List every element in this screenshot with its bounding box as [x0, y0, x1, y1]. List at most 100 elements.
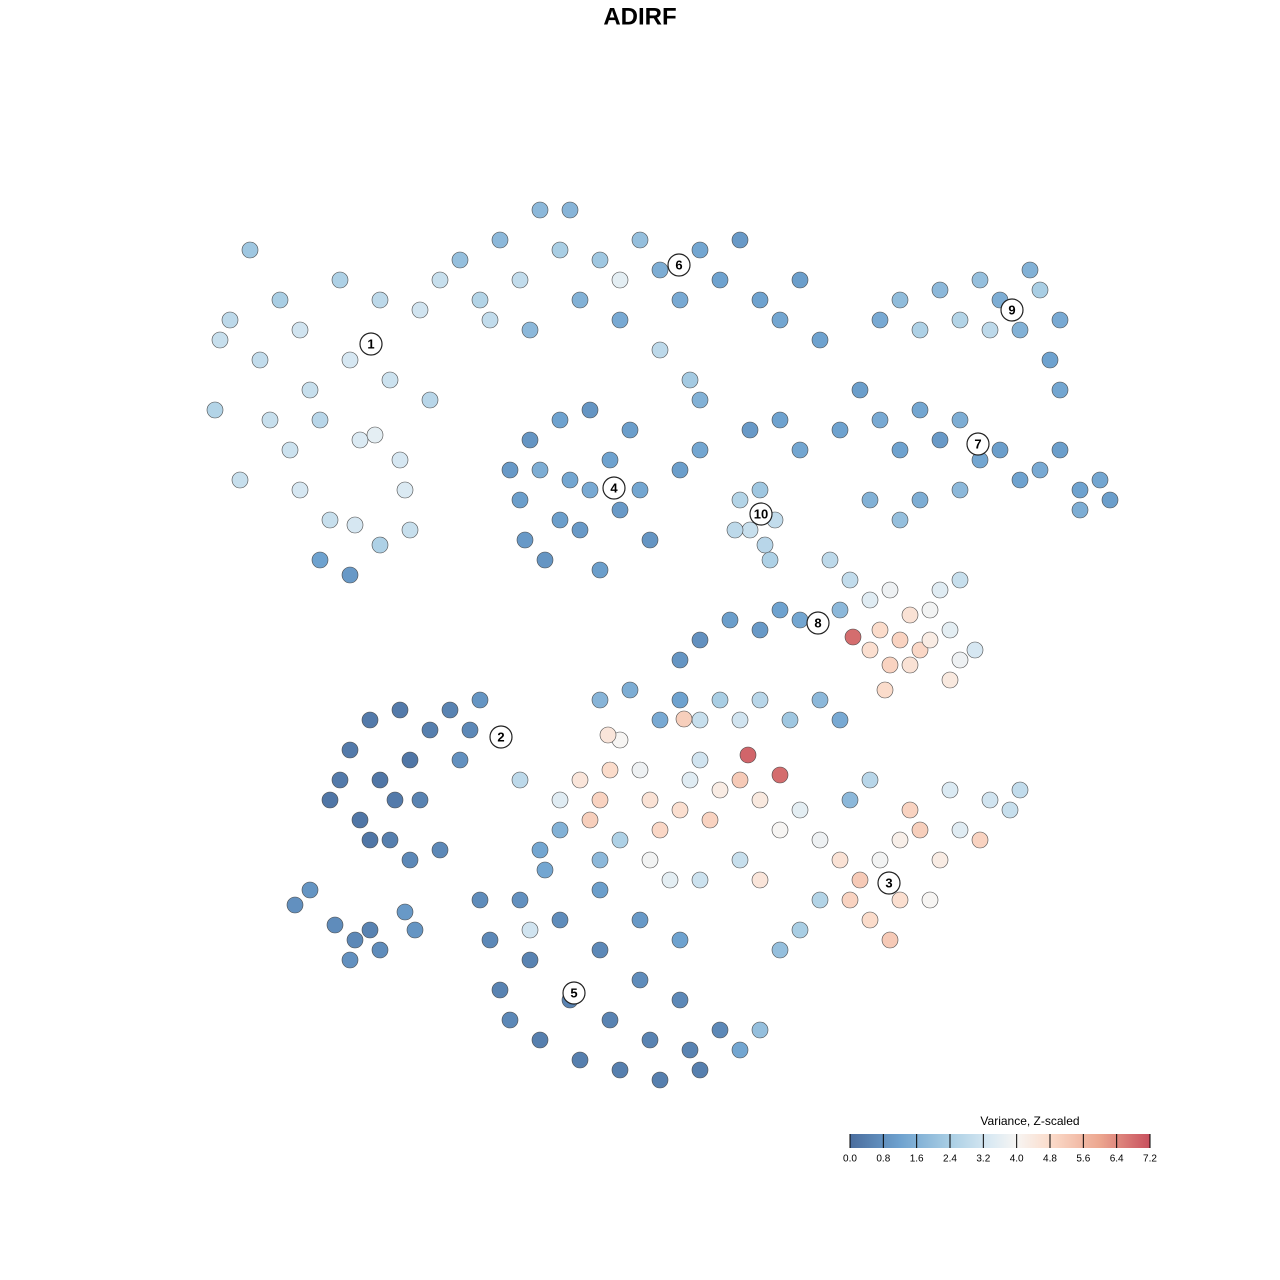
- point: [675, 710, 693, 728]
- cluster-labels: 1 2 3 4 5 6 7 8 9 10: [359, 253, 1024, 1005]
- point: [551, 411, 569, 429]
- point: [881, 656, 899, 674]
- point: [771, 411, 789, 429]
- point: [581, 401, 599, 419]
- colorbar-tick-label: 4.0: [1010, 1154, 1024, 1165]
- cluster-label: 7: [974, 436, 981, 451]
- point: [631, 481, 649, 499]
- point: [671, 461, 689, 479]
- cluster-label: 4: [610, 480, 618, 495]
- point: [571, 771, 589, 789]
- point: [431, 841, 449, 859]
- point: [451, 751, 469, 769]
- point: [551, 241, 569, 259]
- point: [341, 741, 359, 759]
- point: [691, 391, 709, 409]
- point: [431, 271, 449, 289]
- point: [591, 251, 609, 269]
- point: [731, 711, 749, 729]
- point: [351, 811, 369, 829]
- cluster-badge: [602, 476, 626, 500]
- point: [611, 271, 629, 289]
- point: [326, 916, 344, 934]
- point: [341, 951, 359, 969]
- colorbar-tick-label: 4.8: [1043, 1154, 1057, 1165]
- point: [726, 521, 744, 539]
- point: [521, 951, 539, 969]
- point: [261, 411, 279, 429]
- point: [331, 271, 349, 289]
- point: [521, 321, 539, 339]
- point: [381, 831, 399, 849]
- point: [536, 551, 554, 569]
- point: [831, 421, 849, 439]
- point: [591, 691, 609, 709]
- point: [1041, 351, 1059, 369]
- colorbar-tick-label: 1.6: [910, 1154, 924, 1165]
- point: [681, 771, 699, 789]
- point: [861, 911, 879, 929]
- point: [951, 481, 969, 499]
- point: [781, 711, 799, 729]
- point: [851, 871, 869, 889]
- point: [351, 431, 369, 449]
- point: [551, 821, 569, 839]
- point: [491, 981, 509, 999]
- point: [791, 801, 809, 819]
- point: [731, 491, 749, 509]
- point: [511, 491, 529, 509]
- point: [611, 831, 629, 849]
- point: [411, 791, 429, 809]
- point: [421, 721, 439, 739]
- point: [651, 821, 669, 839]
- point: [641, 531, 659, 549]
- cluster-label: 10: [754, 506, 768, 521]
- point: [771, 601, 789, 619]
- point: [531, 841, 549, 859]
- point: [761, 551, 779, 569]
- point: [631, 971, 649, 989]
- point: [611, 311, 629, 329]
- point: [521, 921, 539, 939]
- point: [941, 671, 959, 689]
- point: [361, 831, 379, 849]
- point: [739, 746, 757, 764]
- point: [891, 511, 909, 529]
- point: [691, 1061, 709, 1079]
- point: [891, 441, 909, 459]
- cluster-label: 6: [675, 257, 682, 272]
- point: [221, 311, 239, 329]
- point: [771, 941, 789, 959]
- point: [671, 651, 689, 669]
- point: [1071, 501, 1089, 519]
- point: [871, 311, 889, 329]
- point: [366, 426, 384, 444]
- point: [931, 281, 949, 299]
- cluster-label: 2: [497, 729, 504, 744]
- point: [501, 461, 519, 479]
- point: [711, 781, 729, 799]
- cluster-badge: [667, 253, 691, 277]
- point: [951, 651, 969, 669]
- point: [251, 351, 269, 369]
- point: [861, 491, 879, 509]
- point: [811, 831, 829, 849]
- point: [981, 791, 999, 809]
- point: [751, 1021, 769, 1039]
- point: [321, 511, 339, 529]
- point: [951, 571, 969, 589]
- point: [811, 331, 829, 349]
- point: [811, 691, 829, 709]
- point: [441, 701, 459, 719]
- point: [831, 851, 849, 869]
- point: [751, 691, 769, 709]
- point: [941, 781, 959, 799]
- colorbar-gradient: [850, 1134, 1150, 1148]
- point: [651, 1071, 669, 1089]
- point: [841, 791, 859, 809]
- colorbar-title: Variance, Z-scaled: [980, 1114, 1079, 1128]
- point: [791, 921, 809, 939]
- point: [241, 241, 259, 259]
- point: [891, 831, 909, 849]
- point: [871, 411, 889, 429]
